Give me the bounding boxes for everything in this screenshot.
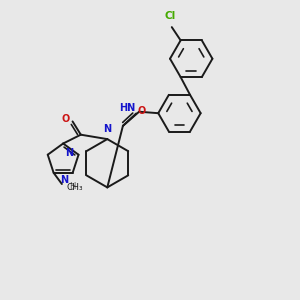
Text: HN: HN <box>119 103 136 113</box>
Text: O: O <box>61 114 69 124</box>
Text: H: H <box>69 182 75 191</box>
Text: CH₃: CH₃ <box>66 183 83 192</box>
Text: N: N <box>65 148 73 158</box>
Text: N: N <box>60 175 68 185</box>
Text: Cl: Cl <box>165 11 176 21</box>
Text: N: N <box>103 124 111 134</box>
Text: O: O <box>137 106 146 116</box>
